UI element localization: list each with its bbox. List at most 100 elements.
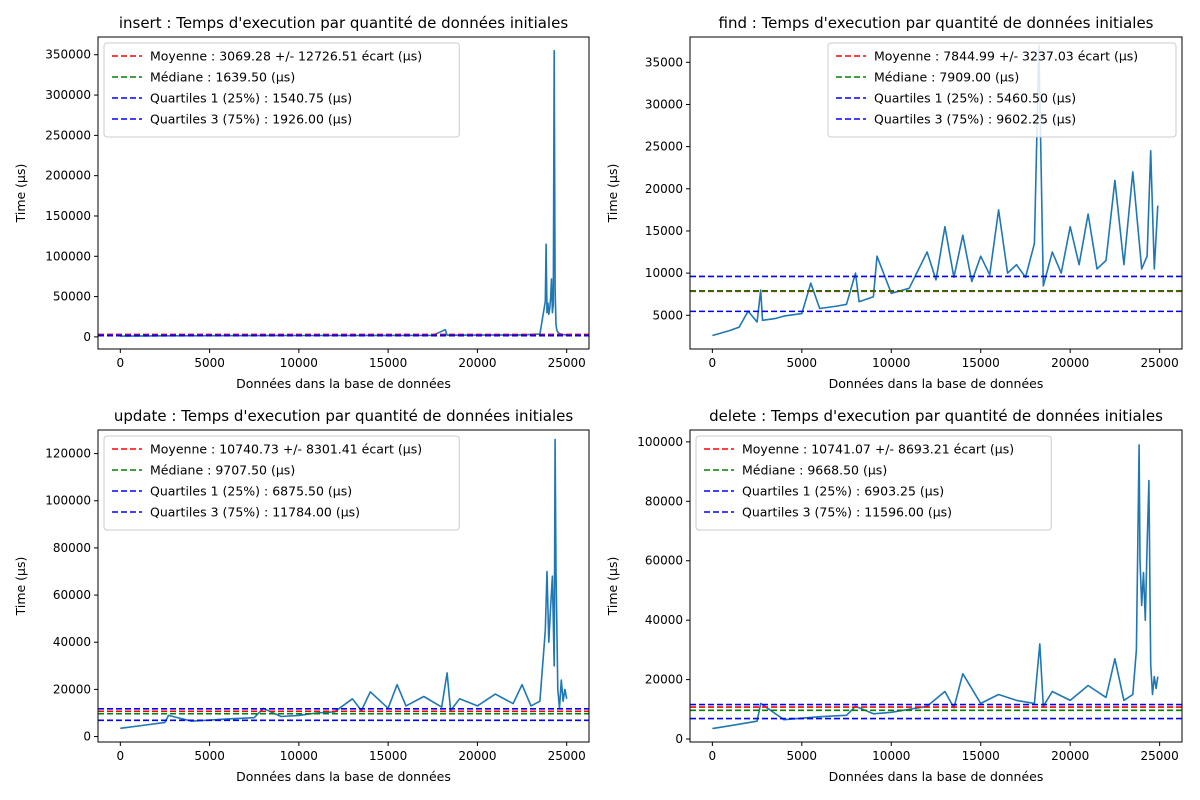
y-tick-label: 100000	[637, 435, 683, 449]
plot-area	[690, 444, 1182, 730]
y-tick-label: 100000	[45, 249, 91, 263]
y-tick-label: 120000	[45, 447, 91, 461]
x-tick-label: 10000	[872, 356, 910, 370]
x-tick-label: 10000	[872, 749, 910, 763]
x-tick-label: 5000	[194, 356, 225, 370]
legend-entry: Médiane : 9707.50 (µs)	[150, 463, 295, 478]
plot-area	[98, 49, 589, 337]
x-tick-label: 15000	[369, 749, 407, 763]
chart-title: update : Temps d'execution par quantité …	[114, 407, 574, 425]
legend-entry: Moyenne : 7844.99 +/- 3237.03 écart (µs)	[874, 49, 1138, 64]
x-axis-label: Données dans la base de données	[829, 769, 1044, 784]
x-tick-label: 0	[116, 356, 124, 370]
x-tick-label: 20000	[1051, 749, 1089, 763]
y-tick-label: 300000	[45, 88, 91, 102]
x-tick-label: 5000	[787, 749, 818, 763]
plot-area	[98, 438, 589, 730]
y-tick-label: 80000	[645, 494, 683, 508]
legend-box	[827, 42, 1177, 138]
x-tick-label: 15000	[962, 356, 1000, 370]
chart-title: find : Temps d'execution par quantité de…	[719, 14, 1154, 32]
y-tick-label: 80000	[53, 541, 91, 555]
legend-box	[103, 42, 460, 138]
y-tick-label: 40000	[53, 635, 91, 649]
x-tick-label: 5000	[787, 356, 818, 370]
legend: Moyenne : 10741.07 +/- 8693.21 écart (µs…	[695, 435, 1052, 531]
series-line	[712, 444, 1159, 730]
legend-entry: Moyenne : 10740.73 +/- 8301.41 écart (µs…	[150, 442, 422, 457]
chart-title: delete : Temps d'execution par quantité …	[709, 407, 1163, 425]
y-tick-label: 35000	[645, 55, 683, 69]
legend-entry: Moyenne : 3069.28 +/- 12726.51 écart (µs…	[150, 49, 422, 64]
plot-area	[690, 44, 1182, 337]
legend-entry: Quartiles 3 (75%) : 11596.00 (µs)	[742, 505, 952, 520]
legend-entry: Quartiles 1 (25%) : 5460.50 (µs)	[874, 91, 1076, 106]
legend-entry: Quartiles 1 (25%) : 1540.75 (µs)	[150, 91, 352, 106]
legend-entry: Quartiles 1 (25%) : 6875.50 (µs)	[150, 484, 352, 499]
axes-frame	[689, 36, 1183, 350]
x-tick-label: 0	[709, 749, 717, 763]
axes-frame	[689, 429, 1183, 743]
series-line	[712, 44, 1159, 337]
y-tick-label: 250000	[45, 128, 91, 142]
x-tick-label: 15000	[962, 749, 1000, 763]
y-tick-label: 0	[83, 730, 91, 744]
y-tick-label: 350000	[45, 48, 91, 62]
x-axis-label: Données dans la base de données	[236, 769, 451, 784]
x-tick-label: 0	[709, 356, 717, 370]
legend-entry: Quartiles 3 (75%) : 9602.25 (µs)	[874, 112, 1076, 127]
x-tick-label: 15000	[369, 356, 407, 370]
x-axis-label: Données dans la base de données	[236, 376, 451, 391]
axes-frame	[97, 36, 590, 350]
legend: Moyenne : 7844.99 +/- 3237.03 écart (µs)…	[827, 42, 1177, 138]
y-tick-label: 60000	[53, 588, 91, 602]
chart-panel-2: update : Temps d'execution par quantité …	[13, 407, 590, 784]
chart-panel-3: delete : Temps d'execution par quantité …	[605, 407, 1183, 784]
y-axis-label: Time (µs)	[605, 164, 620, 224]
y-tick-label: 20000	[645, 673, 683, 687]
legend-entry: Moyenne : 10741.07 +/- 8693.21 écart (µs…	[742, 442, 1014, 457]
chart-panel-0: insert : Temps d'execution par quantité …	[13, 14, 590, 391]
legend-entry: Médiane : 1639.50 (µs)	[150, 70, 295, 85]
y-tick-label: 150000	[45, 209, 91, 223]
y-tick-label: 5000	[652, 308, 683, 322]
y-axis-label: Time (µs)	[605, 557, 620, 617]
legend-entry: Quartiles 3 (75%) : 1926.00 (µs)	[150, 112, 352, 127]
y-tick-label: 60000	[645, 554, 683, 568]
legend-entry: Quartiles 3 (75%) : 11784.00 (µs)	[150, 505, 360, 520]
legend-entry: Quartiles 1 (25%) : 6903.25 (µs)	[742, 484, 944, 499]
y-tick-label: 100000	[45, 494, 91, 508]
y-tick-label: 10000	[645, 266, 683, 280]
y-tick-label: 25000	[645, 140, 683, 154]
x-tick-label: 25000	[1141, 749, 1179, 763]
x-tick-label: 10000	[280, 749, 318, 763]
y-axis-label: Time (µs)	[13, 557, 28, 617]
y-tick-label: 0	[83, 330, 91, 344]
y-tick-label: 30000	[645, 97, 683, 111]
legend-box	[695, 435, 1052, 531]
chart-title: insert : Temps d'execution par quantité …	[119, 14, 568, 32]
x-axis-label: Données dans la base de données	[829, 376, 1044, 391]
legend: Moyenne : 3069.28 +/- 12726.51 écart (µs…	[103, 42, 460, 138]
x-tick-label: 25000	[548, 749, 586, 763]
x-tick-label: 25000	[1141, 356, 1179, 370]
x-tick-label: 20000	[458, 749, 496, 763]
x-tick-label: 5000	[194, 749, 225, 763]
legend-box	[103, 435, 460, 531]
x-tick-label: 25000	[548, 356, 586, 370]
legend-entry: Médiane : 9668.50 (µs)	[742, 463, 887, 478]
x-tick-label: 20000	[1051, 356, 1089, 370]
y-axis-label: Time (µs)	[13, 164, 28, 224]
legend: Moyenne : 10740.73 +/- 8301.41 écart (µs…	[103, 435, 460, 531]
x-tick-label: 20000	[458, 356, 496, 370]
series-line	[120, 438, 568, 730]
x-tick-label: 10000	[280, 356, 318, 370]
y-tick-label: 0	[675, 732, 683, 746]
legend-entry: Médiane : 7909.00 (µs)	[874, 70, 1019, 85]
y-tick-label: 20000	[645, 182, 683, 196]
x-tick-label: 0	[116, 749, 124, 763]
y-tick-label: 15000	[645, 224, 683, 238]
y-tick-label: 200000	[45, 169, 91, 183]
